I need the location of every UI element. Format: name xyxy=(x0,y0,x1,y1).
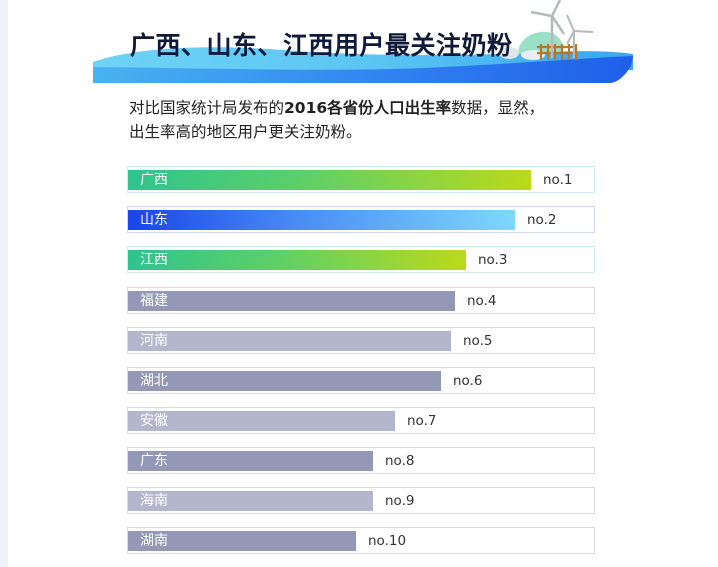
header-banner xyxy=(93,0,638,90)
page-title: 广西、山东、江西用户最关注奶粉 xyxy=(130,31,513,60)
bar-row: 广西 no.1 xyxy=(127,166,595,193)
province-label: 广东 xyxy=(140,453,168,469)
rank-label: no.1 xyxy=(543,172,573,188)
province-label: 广西 xyxy=(140,172,168,188)
bar-row: 安徽 no.7 xyxy=(127,407,595,434)
bar-row: 海南 no.9 xyxy=(127,487,595,514)
rank-label: no.8 xyxy=(385,453,415,469)
description-text: 对比国家统计局发布的 xyxy=(129,99,285,117)
rank-label: no.2 xyxy=(527,212,557,228)
bar-fill: 江西 xyxy=(128,250,466,270)
bar-row: 河南 no.5 xyxy=(127,327,595,354)
rank-label: no.9 xyxy=(385,493,415,509)
description: 对比国家统计局发布的2016各省份人口出生率数据，显然， 出生率高的地区用户更关… xyxy=(129,96,589,144)
wave-illustration xyxy=(93,0,633,83)
bar-row: 广东 no.8 xyxy=(127,447,595,474)
province-label: 安徽 xyxy=(140,413,168,429)
bar-fill: 海南 xyxy=(128,491,373,511)
province-label: 湖北 xyxy=(140,373,168,389)
bar-fill: 河南 xyxy=(128,331,451,351)
bar-fill: 山东 xyxy=(128,210,515,230)
province-label: 福建 xyxy=(140,293,168,309)
bar-fill: 福建 xyxy=(128,291,455,311)
province-label: 海南 xyxy=(140,493,168,509)
bar-fill: 安徽 xyxy=(128,411,395,431)
bar-row: 江西 no.3 xyxy=(127,246,595,273)
bar-row: 湖南 no.10 xyxy=(127,527,595,554)
bar-fill: 湖南 xyxy=(128,531,356,551)
description-text: 出生率高的地区用户更关注奶粉。 xyxy=(129,123,362,141)
province-label: 山东 xyxy=(140,212,168,228)
rank-label: no.6 xyxy=(453,373,483,389)
province-label: 河南 xyxy=(140,333,168,349)
rank-label: no.3 xyxy=(478,252,508,268)
description-text: 数据，显然， xyxy=(451,99,545,117)
description-highlight: 2016各省份人口出生率 xyxy=(284,99,452,117)
bar-row: 山东 no.2 xyxy=(127,206,595,233)
page-edge xyxy=(0,0,8,567)
bar-row: 福建 no.4 xyxy=(127,287,595,314)
rank-label: no.5 xyxy=(463,333,493,349)
province-label: 江西 xyxy=(140,252,168,268)
rank-label: no.4 xyxy=(467,293,497,309)
bar-fill: 广西 xyxy=(128,170,531,190)
rank-label: no.10 xyxy=(368,533,407,549)
bar-fill: 湖北 xyxy=(128,371,441,391)
bar-fill: 广东 xyxy=(128,451,373,471)
rank-label: no.7 xyxy=(407,413,437,429)
province-label: 湖南 xyxy=(140,533,168,549)
bar-row: 湖北 no.6 xyxy=(127,367,595,394)
